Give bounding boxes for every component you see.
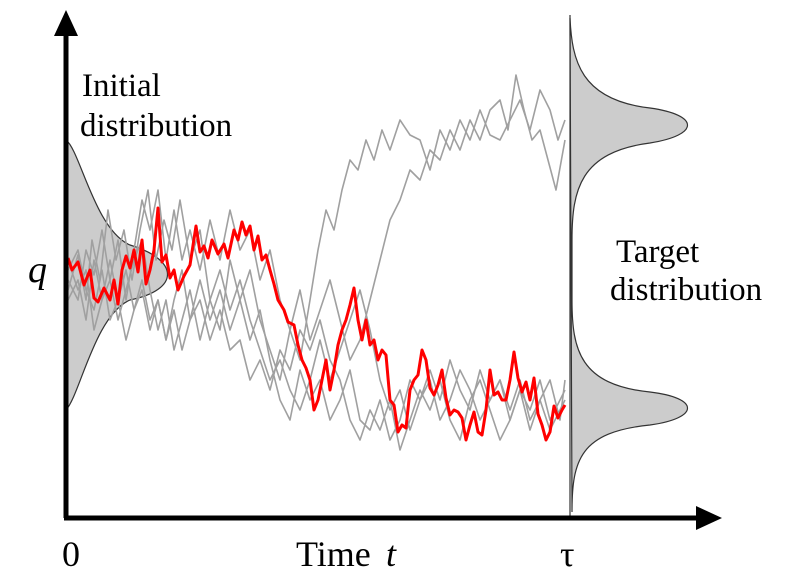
x-end-label: τ: [560, 534, 574, 574]
initial-label-line1: Initial: [82, 68, 161, 104]
target-label-line2: distribution: [610, 272, 762, 308]
trajectory-gray-2: [67, 74, 566, 361]
trajectory-gray-3: [67, 259, 566, 441]
trajectory-gray-4: [67, 249, 566, 451]
target-label-line1: Target: [616, 234, 699, 270]
initial-distribution-curve: [65, 138, 169, 412]
x-axis-label-word: Time: [296, 534, 371, 574]
trajectory-gray-1: [67, 89, 566, 381]
x-axis-arrowhead: [696, 506, 722, 530]
x-axis-label-var: t: [386, 534, 397, 574]
x-origin-label: 0: [62, 534, 80, 574]
y-axis-arrowhead: [54, 10, 78, 36]
trajectory-highlight: [66, 206, 567, 442]
target-distribution-curve: [569, 17, 689, 513]
y-axis-label: q: [28, 249, 47, 291]
initial-label-line2: distribution: [80, 108, 232, 144]
